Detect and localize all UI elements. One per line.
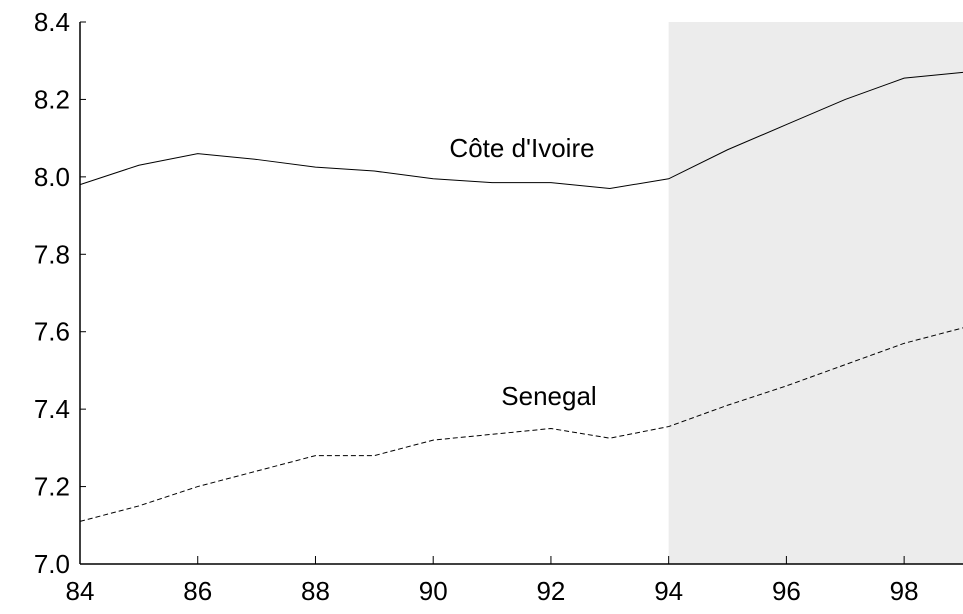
shaded-region (668, 22, 963, 564)
x-tick-label: 96 (772, 576, 801, 606)
series-label: Côte d'Ivoire (449, 133, 594, 163)
y-tick-label: 7.8 (34, 239, 70, 269)
series-line (79, 71, 963, 189)
y-tick-label: 7.0 (34, 549, 70, 579)
y-tick-label: 7.6 (34, 317, 70, 347)
x-tick-label: 94 (654, 576, 683, 606)
x-tick-label: 86 (183, 576, 212, 606)
series-label: Senegal (501, 381, 596, 411)
x-tick-label: 90 (419, 576, 448, 606)
y-tick-label: 7.4 (34, 394, 70, 424)
series-line (79, 327, 963, 522)
y-tick-label: 8.0 (34, 162, 70, 192)
x-tick-label: 84 (66, 576, 95, 606)
y-tick-label: 7.2 (34, 472, 70, 502)
y-tick-label: 8.2 (34, 84, 70, 114)
x-tick-label: 88 (301, 576, 330, 606)
x-tick-label: 92 (536, 576, 565, 606)
x-tick-label: 98 (890, 576, 919, 606)
y-tick-label: 8.4 (34, 7, 70, 37)
